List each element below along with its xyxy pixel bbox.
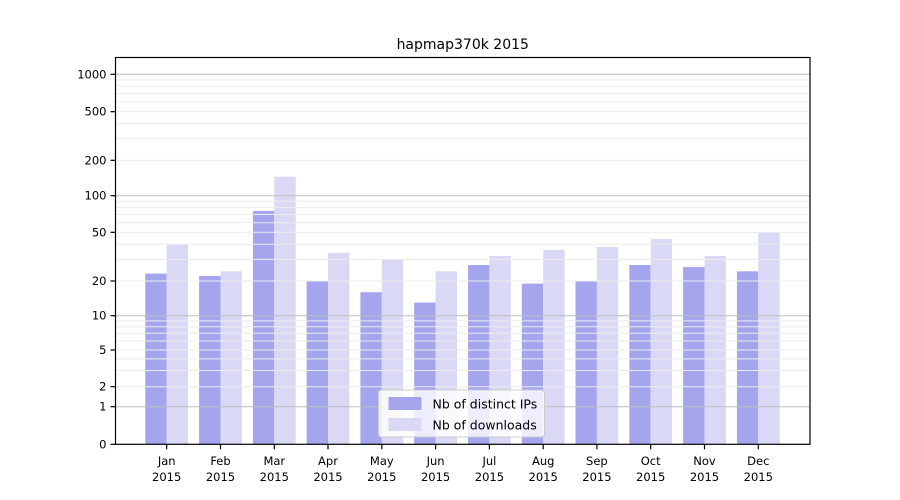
bar-downloads <box>758 232 780 445</box>
bar-downloads <box>328 252 350 445</box>
y-tick-label: 1000 <box>77 67 106 81</box>
bar-distinct-ips <box>736 271 759 445</box>
y-tick-label: 500 <box>85 105 107 119</box>
x-tick-label: Dec 2015 <box>744 454 773 484</box>
bar-downloads <box>650 239 673 445</box>
legend-label: Nb of downloads <box>433 418 537 433</box>
y-tick-label: 50 <box>92 225 107 239</box>
y-tick-label: 5 <box>99 343 106 357</box>
x-tick-label: Oct 2015 <box>636 454 665 484</box>
bar-distinct-ips <box>252 210 275 445</box>
chart-title: hapmap370k 2015 <box>397 37 529 53</box>
bar-downloads <box>596 246 619 445</box>
bar-distinct-ips <box>629 265 651 445</box>
x-tick-label: Jun 2015 <box>421 454 450 484</box>
y-tick-label: 2 <box>99 380 106 394</box>
x-tick-label: Nov 2015 <box>690 454 719 484</box>
y-tick-label: 10 <box>92 309 107 323</box>
bar-distinct-ips <box>683 267 705 445</box>
y-tick-label: 100 <box>85 189 107 203</box>
x-tick-label: Feb 2015 <box>206 454 235 484</box>
y-tick-label: 0 <box>99 437 106 451</box>
x-tick-label: Sep 2015 <box>582 454 611 484</box>
bar-downloads <box>274 176 296 445</box>
legend-swatch-distinct-ips <box>388 397 422 410</box>
legend-swatch-downloads <box>388 418 422 431</box>
x-tick-label: Jan 2015 <box>152 454 181 484</box>
y-tick-label: 1 <box>99 400 106 414</box>
y-tick-label: 20 <box>92 274 107 288</box>
x-tick-label: Aug 2015 <box>529 454 558 484</box>
x-tick-label: Jul 2015 <box>475 454 504 484</box>
x-tick-label: Apr 2015 <box>313 454 342 484</box>
bar-distinct-ips <box>306 281 328 445</box>
bar-downloads <box>166 244 189 445</box>
legend-label: Nb of distinct IPs <box>433 397 538 412</box>
y-tick-label: 200 <box>85 153 107 167</box>
bar-downloads <box>220 271 242 445</box>
bar-downloads <box>543 249 565 445</box>
x-tick-label: May 2015 <box>367 454 396 484</box>
x-tick-label: Mar 2015 <box>260 454 289 484</box>
bar-distinct-ips <box>199 275 221 445</box>
plot-frame <box>114 56 811 445</box>
bar-distinct-ips <box>575 281 597 445</box>
